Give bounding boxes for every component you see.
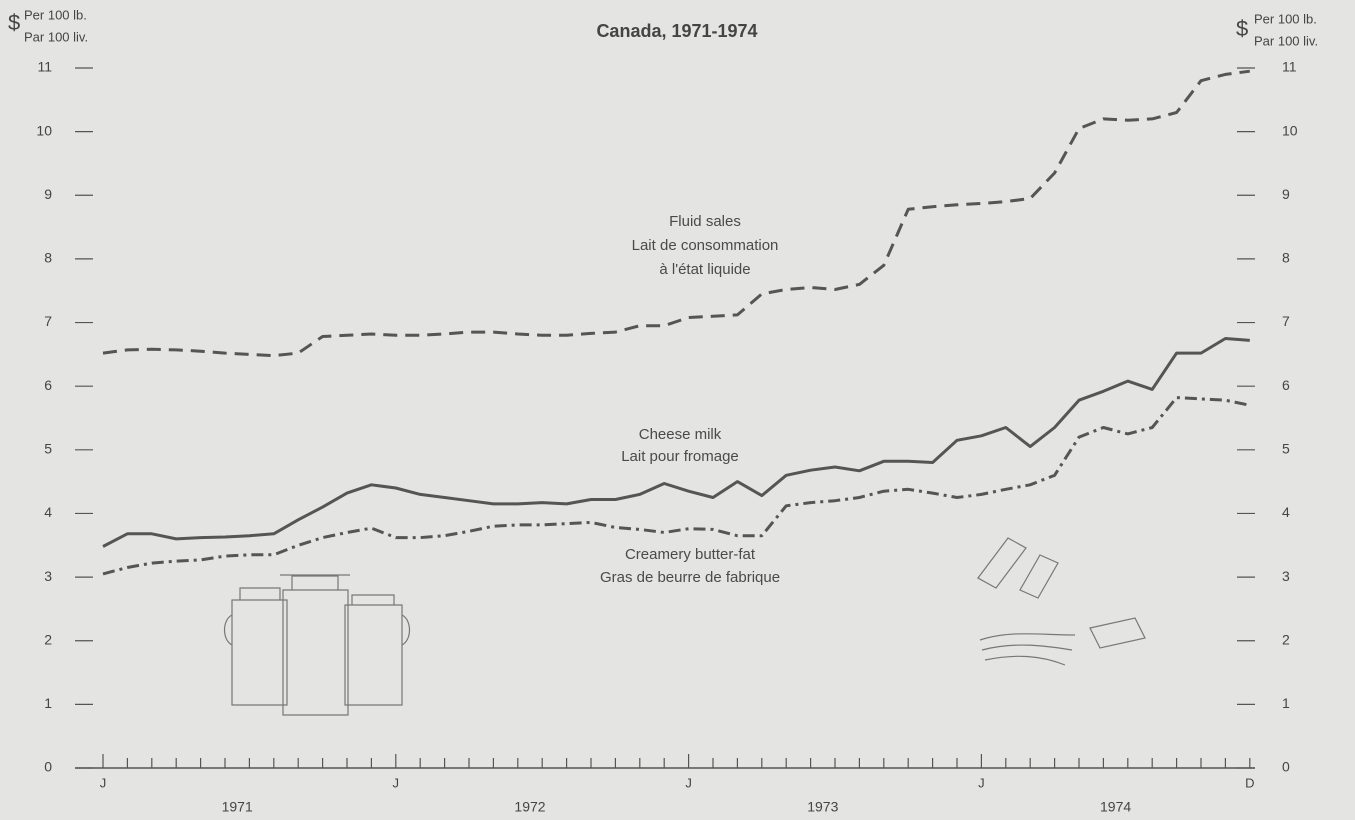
year-label: 1972 (514, 799, 545, 815)
y2-tick-label: 1 (1282, 695, 1290, 711)
x-tick-label: J (393, 775, 400, 790)
milk-cans (225, 575, 410, 715)
series-label: Fluid sales (669, 213, 741, 230)
x-tick-label: J (978, 775, 985, 790)
y-tick-label: 2 (44, 631, 52, 647)
x-tick-label: D (1245, 775, 1254, 790)
y-tick-label: 1 (44, 695, 52, 711)
y-tick-label: 8 (44, 250, 52, 266)
chart: Canada, 1971-1974 $ Per 100 lb. Par 100 … (0, 0, 1355, 820)
unit-symbol: $ (8, 10, 20, 35)
bank-notes (978, 538, 1145, 665)
y2-tick-label: 6 (1282, 377, 1290, 393)
unit-symbol: $ (1236, 16, 1248, 41)
series-label: à l'état liquide (659, 261, 750, 278)
year-label: 1973 (807, 799, 838, 815)
y2-tick-label: 11 (1282, 59, 1297, 75)
unit-label: Per 100 lb. (1254, 11, 1317, 26)
unit-label: Par 100 liv. (24, 29, 88, 44)
y-tick-label: 4 (44, 504, 52, 520)
y-tick-label: 9 (44, 186, 52, 202)
y-tick-label: 3 (44, 568, 52, 584)
series-label: Creamery butter-fat (625, 546, 756, 563)
unit-label: Per 100 lb. (24, 7, 87, 22)
series-label: Cheese milk (639, 426, 722, 443)
y-tick-label: 7 (44, 313, 52, 329)
year-label: 1974 (1100, 799, 1131, 815)
series-label: Gras de beurre de fabrique (600, 569, 780, 586)
x-tick-label: J (685, 775, 692, 790)
chart-title: Canada, 1971-1974 (596, 21, 757, 41)
y2-tick-label: 4 (1282, 504, 1290, 520)
year-label: 1971 (222, 799, 253, 815)
y2-tick-label: 5 (1282, 441, 1290, 457)
series-label: Lait pour fromage (621, 448, 739, 465)
y2-tick-label: 9 (1282, 186, 1290, 202)
y2-tick-label: 10 (1282, 122, 1298, 138)
y-tick-label: 6 (44, 377, 52, 393)
series-label: Lait de consommation (632, 237, 779, 254)
y2-tick-label: 0 (1282, 759, 1290, 775)
y2-tick-label: 2 (1282, 631, 1290, 647)
y-tick-label: 0 (44, 759, 52, 775)
unit-label: Par 100 liv. (1254, 33, 1318, 48)
y2-tick-label: 8 (1282, 250, 1290, 266)
y-tick-label: 11 (37, 59, 52, 75)
y2-tick-label: 7 (1282, 313, 1290, 329)
x-tick-label: J (100, 775, 107, 790)
y2-tick-label: 3 (1282, 568, 1290, 584)
y-tick-label: 10 (36, 122, 52, 138)
y-tick-label: 5 (44, 441, 52, 457)
